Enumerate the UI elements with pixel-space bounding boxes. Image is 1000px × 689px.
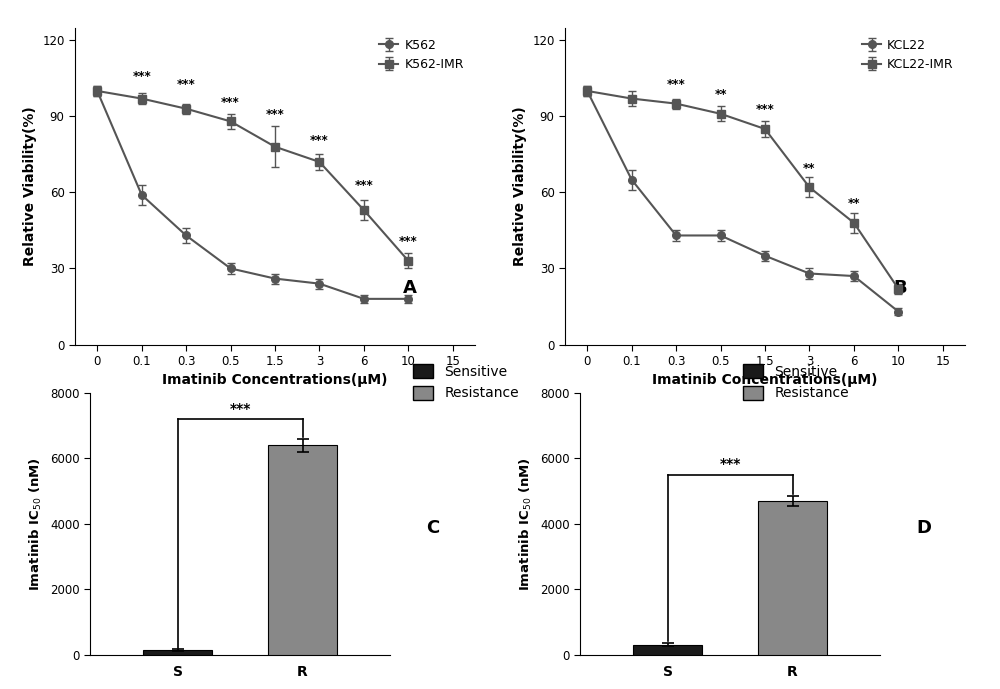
Text: **: ** (803, 162, 816, 174)
Legend: Sensitive, Resistance: Sensitive, Resistance (407, 358, 525, 406)
Bar (268, 445, 337, 655)
Text: ***: *** (667, 78, 685, 91)
Text: D: D (916, 519, 931, 537)
Text: B: B (893, 279, 907, 297)
Text: ***: *** (229, 402, 251, 415)
X-axis label: Imatinib Concentrations(μM): Imatinib Concentrations(μM) (162, 373, 388, 387)
Text: C: C (426, 519, 439, 537)
Text: ***: *** (266, 108, 284, 121)
Y-axis label: Imatinib IC$_{50}$ (nM): Imatinib IC$_{50}$ (nM) (518, 457, 534, 590)
Legend: KCL22, KCL22-IMR: KCL22, KCL22-IMR (857, 34, 959, 76)
Text: **: ** (714, 88, 727, 101)
Bar (143, 650, 212, 655)
Text: ***: *** (221, 96, 240, 109)
Text: ***: *** (719, 457, 741, 471)
Text: ***: *** (132, 70, 151, 83)
Legend: Sensitive, Resistance: Sensitive, Resistance (737, 358, 855, 406)
Y-axis label: Relative Viability(%): Relative Viability(%) (23, 106, 37, 266)
Bar (633, 645, 702, 655)
X-axis label: Imatinib Concentrations(μM): Imatinib Concentrations(μM) (652, 373, 878, 387)
Text: ***: *** (355, 179, 373, 192)
Text: ***: *** (756, 103, 774, 116)
Y-axis label: Imatinib IC$_{50}$ (nM): Imatinib IC$_{50}$ (nM) (28, 457, 44, 590)
Y-axis label: Relative Viability(%): Relative Viability(%) (513, 106, 527, 266)
Text: A: A (403, 279, 417, 297)
Text: ***: *** (310, 134, 329, 147)
Text: ***: *** (177, 78, 195, 91)
Text: **: ** (848, 197, 860, 210)
Legend: K562, K562-IMR: K562, K562-IMR (374, 34, 469, 76)
Text: ***: *** (399, 235, 418, 248)
Bar (758, 501, 827, 655)
